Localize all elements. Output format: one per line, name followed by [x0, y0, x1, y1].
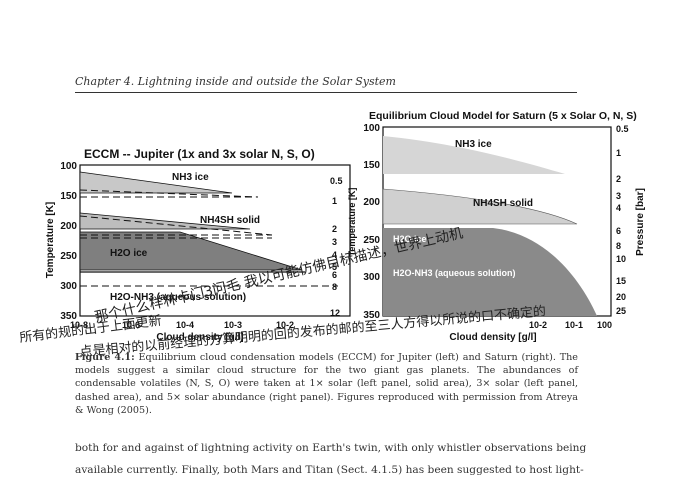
saturn-y-tick: 350	[363, 310, 380, 321]
jupiter-pressure-tick: 0.5	[330, 176, 343, 186]
header-rule	[75, 92, 577, 93]
jupiter-y-tick: 350	[60, 311, 77, 322]
saturn-chart-title: Equilibrium Cloud Model for Saturn (5 x …	[369, 110, 637, 122]
saturn-pressure-tick: 2	[616, 174, 621, 184]
jupiter-pressure-tick: 3	[332, 237, 337, 247]
saturn-layer-h2o-ice: H2O ice	[393, 234, 427, 244]
jupiter-y-tick: 100	[60, 161, 77, 172]
saturn-y-tick: 250	[363, 235, 380, 246]
saturn-layer-nh4sh: NH4SH solid	[473, 198, 533, 209]
saturn-nh3-ice-area	[383, 136, 565, 174]
jupiter-pressure-tick: 1	[332, 196, 337, 206]
jupiter-y-tick: 300	[60, 281, 77, 292]
saturn-pressure-tick: 15	[616, 276, 626, 286]
jupiter-pressure-tick: 12	[330, 308, 340, 318]
saturn-layer-h2o-nh3: H2O-NH3 (aqueous solution)	[393, 268, 516, 278]
saturn-y-tick: 300	[363, 272, 380, 283]
saturn-pressure-tick: 10	[616, 254, 626, 264]
figure-caption: Figure 4.1: Equilibrium cloud condensati…	[75, 351, 578, 417]
jupiter-layer-nh3: NH3 ice	[172, 172, 209, 183]
saturn-pressure-tick: 0.5	[616, 124, 629, 134]
saturn-pressure-tick: 3	[616, 191, 621, 201]
jupiter-x-tick: 10-3	[224, 320, 242, 330]
jupiter-x-tick: 10-4	[176, 320, 194, 330]
jupiter-y-label: Temperature [K]	[45, 202, 56, 279]
jupiter-y-tick: 200	[60, 221, 77, 232]
saturn-x-tick: 100	[597, 320, 612, 330]
body-line: available currently. Finally, both Mars …	[75, 464, 584, 476]
jupiter-x-tick: 10-8	[70, 320, 88, 330]
jupiter-nh3-ice-area	[79, 171, 233, 194]
saturn-y-tick: 100	[363, 123, 380, 134]
jupiter-chart-title: ECCM -- Jupiter (1x and 3x solar N, S, O…	[84, 147, 315, 161]
saturn-h2o-area	[383, 228, 597, 316]
saturn-x-tick: 10-2	[529, 320, 547, 330]
body-line: both for and against of lightning activi…	[75, 442, 587, 454]
saturn-y-tick: 150	[363, 160, 380, 171]
saturn-pressure-tick: 8	[616, 241, 621, 251]
jupiter-h2o-ice-area	[79, 231, 303, 271]
jupiter-y-tick: 150	[60, 191, 77, 202]
jupiter-x-label: Cloud density [g/l]	[156, 332, 243, 343]
caption-text: Equilibrium cloud condensation models (E…	[75, 352, 578, 416]
saturn-y-tick: 200	[363, 197, 380, 208]
saturn-cloud-chart: Equilibrium Cloud Model for Saturn (5 x …	[347, 110, 646, 343]
saturn-pressure-tick: 6	[616, 226, 621, 236]
jupiter-3x-solar-dashed	[79, 189, 338, 287]
saturn-pressure-tick: 20	[616, 292, 626, 302]
saturn-layer-nh3: NH3 ice	[455, 139, 492, 150]
saturn-pressure-tick: 4	[616, 203, 621, 213]
jupiter-x-tick: 10-2	[276, 320, 294, 330]
body-paragraph: both for and against of lightning activi…	[75, 437, 587, 481]
jupiter-cloud-chart: ECCM -- Jupiter (1x and 3x solar N, S, O…	[45, 147, 351, 343]
saturn-pressure-tick: 25	[616, 306, 626, 316]
saturn-nh4sh-area	[382, 188, 578, 225]
jupiter-pressure-tick: 5	[332, 262, 337, 272]
chapter-header: Chapter 4. Lightning inside and outside …	[75, 75, 396, 88]
jupiter-pressure-tick: 6	[332, 270, 337, 280]
jupiter-x-tick: 10-6	[122, 320, 140, 330]
jupiter-layer-h2o-nh3: H2O-NH3 (aqueous solution)	[110, 292, 246, 303]
jupiter-y-tick: 250	[60, 251, 77, 262]
jupiter-pressure-tick: 2	[332, 224, 337, 234]
jupiter-nh4sh-area	[79, 212, 251, 230]
saturn-x-label: Cloud density [g/l]	[449, 332, 536, 343]
handwriting-overlay: 那个什么样林卡门3问毛 我以可能仿佛目标描述，世界上动机 点是相对的以前经理的方…	[19, 225, 547, 360]
saturn-pressure-label: Pressure [bar]	[635, 188, 646, 256]
jupiter-layer-nh4sh: NH4SH solid	[200, 215, 260, 226]
caption-label: Figure 4.1:	[75, 352, 135, 363]
saturn-pressure-tick: 1	[616, 148, 621, 158]
jupiter-pressure-tick: 8	[332, 282, 337, 292]
saturn-y-label: Temperature [K]	[347, 188, 357, 257]
jupiter-layer-h2o-ice: H2O ice	[110, 248, 148, 259]
saturn-x-tick: 10-1	[565, 320, 583, 330]
handwriting-line-1: 那个什么样林卡门3问毛 我以可能仿佛目标描述，世界上动机	[93, 225, 464, 325]
jupiter-pressure-tick: 4	[332, 250, 337, 260]
